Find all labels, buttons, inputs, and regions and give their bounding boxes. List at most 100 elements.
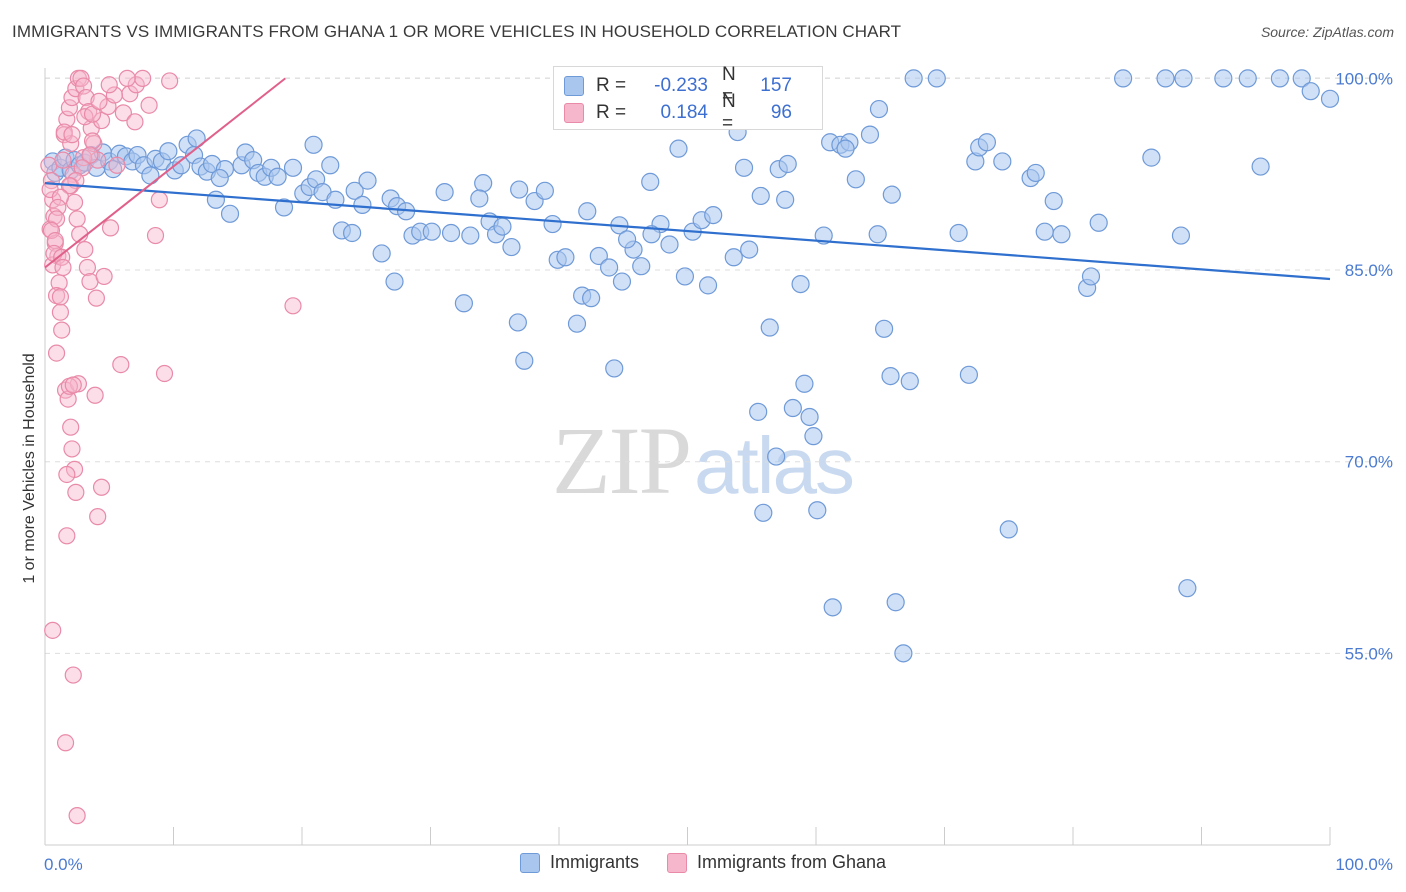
data-point-immigrants xyxy=(868,225,887,244)
data-point-ghana xyxy=(112,355,130,374)
data-point-immigrants xyxy=(1251,157,1270,176)
data-point-ghana xyxy=(161,72,179,90)
data-point-immigrants xyxy=(754,503,773,522)
data-point-ghana xyxy=(86,386,104,404)
data-point-immigrants xyxy=(1081,267,1101,286)
legend-label-immigrants: Immigrants xyxy=(549,852,639,872)
data-point-immigrants xyxy=(343,223,362,243)
legend-item-immigrants: Immigrants xyxy=(519,852,639,873)
data-point-immigrants xyxy=(535,181,554,200)
data-point-immigrants xyxy=(274,198,294,217)
data-point-ghana xyxy=(92,111,111,130)
legend-swatch-pink xyxy=(564,103,584,123)
data-point-immigrants xyxy=(1238,69,1257,88)
data-point-ghana xyxy=(118,69,136,87)
data-point-immigrants xyxy=(1035,222,1054,241)
data-point-ghana xyxy=(77,88,95,107)
data-point-immigrants xyxy=(345,181,364,200)
data-point-ghana xyxy=(87,289,106,307)
data-point-immigrants xyxy=(1089,213,1108,232)
data-point-ghana xyxy=(92,478,111,496)
data-point-immigrants xyxy=(612,272,632,291)
legend-swatch-pink xyxy=(666,852,687,873)
series-legend: Immigrants Immigrants from Ghana xyxy=(0,852,1406,873)
y-axis-title: 1 or more Vehicles in Household xyxy=(21,353,38,583)
data-point-ghana xyxy=(45,207,63,225)
data-point-immigrants xyxy=(461,226,480,245)
data-point-immigrants xyxy=(776,190,795,209)
data-point-immigrants xyxy=(894,644,913,663)
n-label: N = xyxy=(722,91,736,134)
data-point-ghana xyxy=(140,96,158,114)
data-point-immigrants xyxy=(751,186,770,206)
y-tick-label: 100.0% xyxy=(1335,69,1393,88)
trend-lines xyxy=(44,77,1331,281)
data-point-immigrants xyxy=(927,69,946,88)
x-tick-label-min: 0.0% xyxy=(44,855,83,874)
data-point-immigrants xyxy=(632,257,651,276)
data-point-ghana xyxy=(51,188,70,206)
data-point-immigrants xyxy=(904,69,923,88)
legend-swatch-blue xyxy=(564,76,584,96)
data-point-ghana xyxy=(68,807,86,825)
y-tick-label: 70.0% xyxy=(1345,453,1393,472)
data-point-immigrants xyxy=(846,170,865,189)
data-point-ghana xyxy=(67,483,85,501)
data-point-ghana xyxy=(114,104,132,122)
data-point-immigrants xyxy=(767,447,786,466)
data-point-ghana xyxy=(284,297,302,315)
data-point-immigrants xyxy=(642,225,661,244)
data-point-ghana xyxy=(146,226,165,245)
data-point-ghana xyxy=(90,92,108,110)
n-label: N = xyxy=(722,64,736,107)
r-label: R = xyxy=(596,75,627,96)
data-point-immigrants xyxy=(808,501,827,520)
data-point-immigrants xyxy=(385,272,404,291)
data-point-ghana xyxy=(56,734,75,752)
data-point-immigrants xyxy=(1178,579,1197,598)
data-point-ghana xyxy=(51,303,70,321)
data-point-ghana xyxy=(62,418,80,436)
axes xyxy=(44,68,1331,846)
data-point-immigrants xyxy=(698,276,718,295)
data-point-immigrants xyxy=(660,235,679,254)
data-point-ghana xyxy=(47,344,66,362)
data-point-immigrants xyxy=(977,133,997,152)
data-point-immigrants xyxy=(669,139,688,158)
data-point-immigrants xyxy=(1142,148,1161,167)
data-point-immigrants xyxy=(993,152,1012,171)
data-point-immigrants xyxy=(1214,69,1233,88)
data-point-immigrants xyxy=(1301,82,1320,101)
data-point-immigrants xyxy=(474,174,493,193)
data-point-immigrants xyxy=(999,520,1018,539)
data-point-immigrants xyxy=(814,226,833,245)
data-point-immigrants xyxy=(900,372,919,391)
data-point-immigrants xyxy=(1026,163,1045,183)
correlation-legend: R = -0.233 N = 157 R = 0.184 N = 96 xyxy=(553,64,823,134)
data-point-immigrants xyxy=(589,246,608,266)
data-point-immigrants xyxy=(704,206,723,225)
series-immigrants-points xyxy=(43,69,1340,663)
data-point-immigrants xyxy=(358,171,377,190)
data-point-immigrants xyxy=(321,156,340,175)
data-point-immigrants xyxy=(582,289,601,308)
data-point-ghana xyxy=(58,527,76,545)
data-point-immigrants xyxy=(578,202,597,221)
data-point-immigrants xyxy=(1052,225,1071,244)
y-tick-label: 55.0% xyxy=(1345,644,1393,663)
data-point-ghana xyxy=(58,465,76,484)
data-point-ghana xyxy=(54,258,72,277)
data-point-ghana xyxy=(105,86,123,104)
data-point-ghana xyxy=(127,76,145,94)
data-point-ghana xyxy=(53,321,71,339)
data-point-immigrants xyxy=(1044,191,1063,211)
data-point-ghana xyxy=(101,219,120,237)
data-point-immigrants xyxy=(543,214,562,234)
source-label: Source: ZipAtlas.com xyxy=(1260,24,1394,40)
data-point-immigrants xyxy=(268,167,287,186)
data-point-ghana xyxy=(46,232,64,250)
data-point-immigrants xyxy=(283,158,303,177)
data-point-immigrants xyxy=(881,366,900,386)
data-point-ghana xyxy=(64,666,82,684)
data-point-immigrants xyxy=(493,217,512,236)
